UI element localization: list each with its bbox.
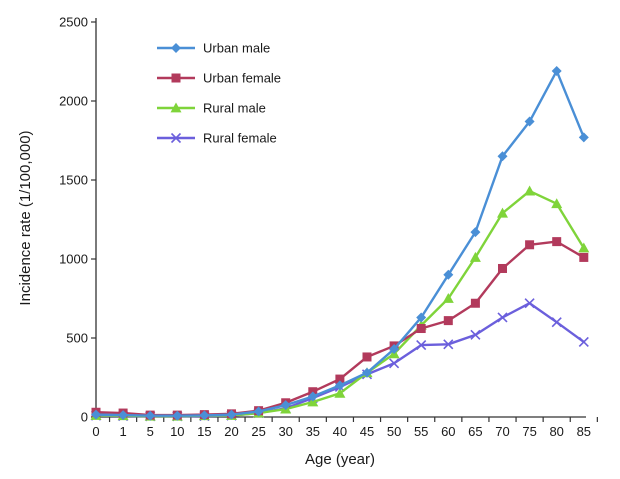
data-point-urban-male bbox=[226, 409, 237, 420]
x-tick-label: 50 bbox=[387, 424, 401, 439]
data-point-rural-male bbox=[497, 207, 508, 218]
y-tick-label: 0 bbox=[81, 410, 88, 425]
data-point-urban-male bbox=[389, 344, 400, 355]
x-tick-label: 65 bbox=[468, 424, 482, 439]
y-axis-title: Incidence rate (1/100,000) bbox=[17, 130, 34, 305]
legend-item-rural-female: Rural female bbox=[157, 131, 277, 146]
data-point-urban-male bbox=[470, 227, 481, 238]
data-point-rural-female bbox=[443, 339, 454, 350]
legend-marker bbox=[170, 102, 182, 113]
legend: Urban male Urban female Rural male Rural fe… bbox=[157, 41, 281, 146]
x-tick-label: 55 bbox=[414, 424, 428, 439]
data-point-urban-female bbox=[416, 324, 426, 334]
data-point-rural-male bbox=[578, 242, 590, 253]
data-point-urban-male bbox=[362, 367, 372, 378]
data-point-rural-female bbox=[524, 298, 535, 309]
x-tick-label: 1 bbox=[119, 424, 126, 439]
data-point-urban-male bbox=[416, 312, 427, 323]
x-tick-label: 70 bbox=[495, 424, 509, 439]
x-tick-label: 30 bbox=[278, 424, 292, 439]
legend-marker bbox=[171, 43, 181, 53]
series-layer bbox=[90, 65, 590, 422]
data-point-urban-male bbox=[253, 406, 264, 417]
data-point-rural-male bbox=[551, 198, 563, 209]
y-tick-label: 2000 bbox=[59, 94, 88, 109]
data-point-urban-male bbox=[443, 269, 454, 280]
y-tick-label: 1500 bbox=[59, 173, 88, 188]
x-tick-label: 85 bbox=[577, 424, 591, 439]
data-point-urban-male bbox=[199, 410, 210, 421]
data-point-urban-male bbox=[524, 116, 535, 127]
x-tick-label: 20 bbox=[224, 424, 238, 439]
legend-item-rural-male: Rural male bbox=[157, 101, 266, 116]
data-point-urban-male bbox=[334, 380, 345, 391]
x-axis-title: Age (year) bbox=[305, 451, 375, 468]
data-point-rural-male bbox=[334, 387, 346, 398]
data-point-urban-male bbox=[172, 410, 183, 421]
data-point-urban-female bbox=[525, 240, 535, 250]
legend-marker bbox=[170, 132, 182, 144]
legend-marker bbox=[171, 73, 181, 83]
x-tick-label: 80 bbox=[549, 424, 563, 439]
data-point-rural-male bbox=[442, 293, 454, 303]
data-point-urban-male bbox=[280, 400, 291, 411]
data-point-rural-female bbox=[578, 336, 589, 348]
x-tick-label: 15 bbox=[197, 424, 211, 439]
data-point-rural-female bbox=[416, 340, 427, 351]
data-point-urban-male bbox=[307, 391, 318, 402]
x-tick-label: 5 bbox=[147, 424, 154, 439]
series-urban-male bbox=[91, 65, 589, 421]
data-point-urban-female bbox=[335, 374, 345, 384]
y-tick-label: 2500 bbox=[59, 15, 88, 30]
data-point-urban-male bbox=[551, 65, 562, 76]
data-point-rural-female bbox=[470, 329, 481, 340]
x-tick-label: 10 bbox=[170, 424, 184, 439]
legend-item-urban-female: Urban female bbox=[157, 71, 281, 86]
legend-label: Rural female bbox=[203, 131, 277, 146]
series-rural-female bbox=[90, 298, 589, 422]
data-point-urban-female bbox=[498, 263, 507, 273]
x-tick-label: 25 bbox=[251, 424, 265, 439]
x-tick-label: 75 bbox=[522, 424, 536, 439]
x-tick-label: 45 bbox=[360, 424, 374, 439]
data-point-urban-male bbox=[578, 132, 589, 143]
x-tick-label: 35 bbox=[306, 424, 320, 439]
data-point-rural-female bbox=[497, 312, 508, 323]
x-tick-label: 60 bbox=[441, 424, 455, 439]
legend-label: Rural male bbox=[203, 101, 266, 116]
data-point-urban-male bbox=[118, 410, 129, 421]
data-point-urban-male bbox=[145, 410, 156, 421]
series-line-rural-female bbox=[95, 302, 585, 418]
legend-item-urban-male: Urban male bbox=[157, 41, 270, 56]
data-point-rural-male bbox=[524, 185, 536, 196]
series-line-urban-male bbox=[95, 69, 585, 417]
legend-label: Urban female bbox=[203, 71, 281, 86]
data-point-urban-female bbox=[443, 316, 453, 326]
data-point-rural-female bbox=[551, 317, 562, 328]
x-tick-label: 40 bbox=[333, 424, 347, 439]
y-tick-label: 500 bbox=[66, 331, 88, 346]
data-point-rural-male bbox=[469, 251, 481, 262]
data-point-urban-female bbox=[579, 252, 589, 262]
data-point-urban-female bbox=[362, 352, 372, 362]
legend-label: Urban male bbox=[203, 41, 270, 56]
x-tick-label: 0 bbox=[92, 424, 99, 439]
data-point-urban-male bbox=[497, 151, 508, 162]
data-point-urban-female bbox=[552, 237, 562, 247]
data-point-rural-female bbox=[389, 358, 400, 369]
data-point-urban-female bbox=[470, 298, 480, 308]
y-tick-label: 1000 bbox=[59, 252, 88, 267]
data-point-urban-male bbox=[91, 409, 101, 420]
